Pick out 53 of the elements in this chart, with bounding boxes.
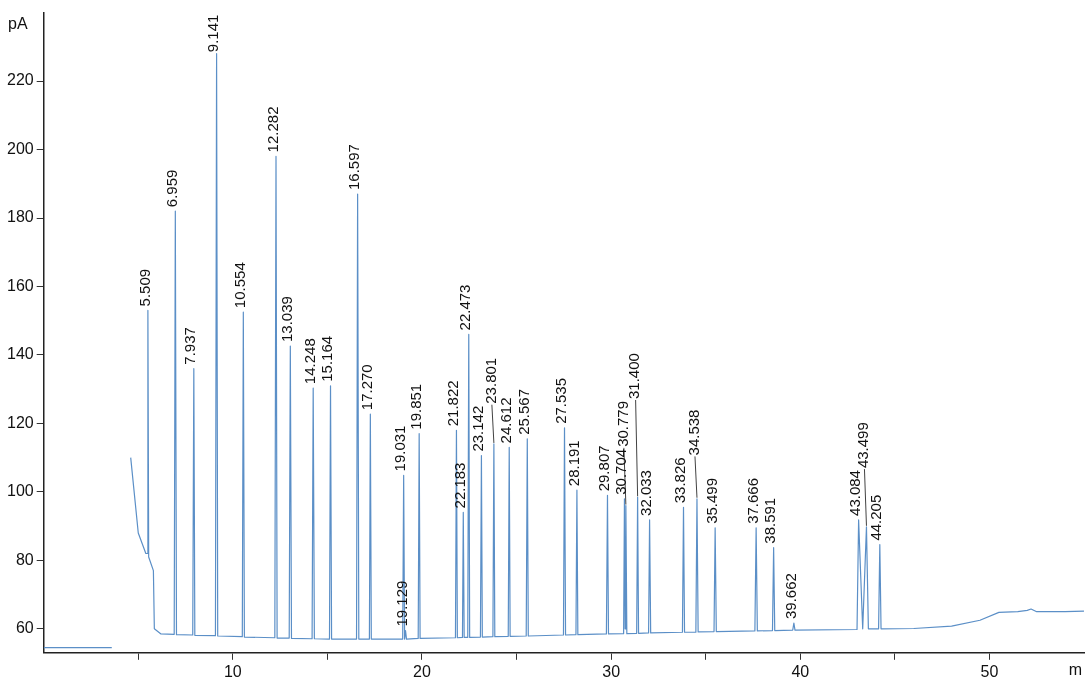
annotation: 13.039 — [277, 296, 295, 343]
annotation: 19.851 — [406, 383, 424, 430]
annotation: 7.937 — [181, 327, 199, 365]
annotation: 25.567 — [514, 388, 532, 435]
annotation: 35.499 — [702, 477, 720, 524]
annotation: 33.826 — [671, 457, 689, 504]
annotation: 5.509 — [135, 268, 153, 307]
annotation: 30.704 — [612, 448, 630, 495]
annotation: 43.499 — [854, 422, 872, 469]
annotation: 32.033 — [637, 470, 655, 516]
annotation: 23.142 — [469, 405, 487, 452]
annotation: 24.612 — [496, 397, 514, 444]
y-tick-label: 100 — [6, 482, 34, 500]
y-tick-label: 60 — [15, 619, 34, 637]
y-tick-label: 180 — [6, 208, 34, 226]
annotation: 30.779 — [613, 400, 631, 447]
y-tick-label: 220 — [6, 71, 34, 89]
annotation: 39.662 — [781, 573, 799, 620]
x-axis-title: m — [1068, 661, 1082, 679]
y-tick-label: 140 — [6, 345, 34, 363]
annotation: 14.248 — [300, 338, 318, 385]
annotation: 43.084 — [846, 470, 864, 516]
annotation: 10.554 — [230, 262, 248, 309]
y-tick-label: 80 — [15, 550, 34, 568]
annotation: 17.270 — [357, 364, 375, 411]
annotation: 22.183 — [450, 462, 468, 509]
x-tick-label: 50 — [980, 662, 999, 680]
annotation: 29.807 — [595, 445, 613, 492]
annotation: 34.538 — [684, 409, 702, 456]
y-tick-label: 160 — [6, 276, 34, 294]
annotation: 22.473 — [456, 284, 474, 331]
annotation: 37.666 — [743, 477, 761, 524]
annotation: 19.031 — [391, 425, 409, 472]
x-tick-label: 20 — [413, 662, 431, 680]
y-tick-label: 200 — [6, 139, 34, 157]
annotation: 19.129 — [393, 580, 411, 627]
annotation: 6.959 — [162, 169, 180, 208]
annotation: 38.591 — [761, 497, 779, 544]
annotation: 21.822 — [444, 380, 462, 427]
annotation: 31.400 — [625, 353, 643, 399]
annotation: 23.801 — [481, 357, 499, 404]
y-tick-label: 120 — [6, 413, 34, 431]
annotation: 15.164 — [318, 335, 336, 382]
x-tick-label: 30 — [602, 662, 621, 680]
annotation: 9.141 — [204, 14, 222, 53]
x-tick-label: 40 — [791, 662, 810, 680]
y-axis-title: pA — [8, 15, 28, 33]
annotation: 12.282 — [263, 106, 281, 153]
annotation: 16.597 — [345, 144, 363, 191]
annotation: 28.191 — [564, 440, 582, 487]
annotation: 44.205 — [867, 494, 885, 541]
annotation: 27.535 — [552, 377, 570, 424]
x-tick-label: 10 — [223, 662, 242, 680]
